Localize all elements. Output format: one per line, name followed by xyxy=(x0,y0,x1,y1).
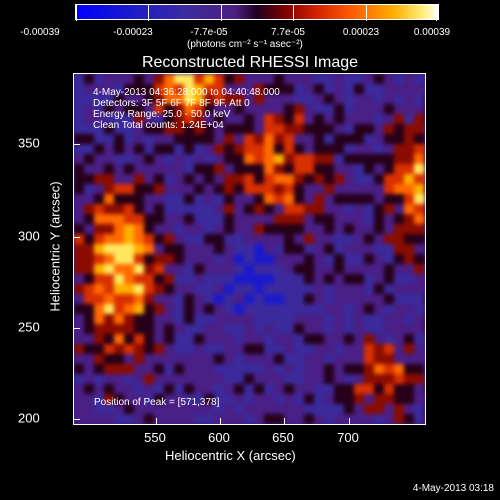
colorbar-tick-label: -0.00039 xyxy=(20,27,60,38)
colorbar xyxy=(75,4,439,21)
rhessi-heatmap xyxy=(74,74,425,424)
info-overlay: 4-May-2013 04:36:28.000 to 04:40:48.000 … xyxy=(93,87,280,131)
y-tick-250: 250 xyxy=(18,319,40,335)
info-line-energy: Energy Range: 25.0 - 50.0 keV xyxy=(93,109,231,120)
colorbar-tick-label: 0.00023 xyxy=(342,27,380,38)
x-tick-700: 700 xyxy=(337,430,359,445)
colorbar-tick-label: 0.00039 xyxy=(413,27,451,38)
y-tick-350: 350 xyxy=(18,135,40,151)
plot-title: Reconstructed RHESSI Image xyxy=(141,54,359,71)
image-plot: 4-May-2013 04:36:28.000 to 04:40:48.000 … xyxy=(73,73,426,425)
colorbar-tick-label: -0.00023 xyxy=(113,27,153,38)
colorbar-tick-label: -7.7e-05 xyxy=(190,27,228,38)
colorbar-tick-label: 7.7e-05 xyxy=(271,27,305,38)
info-line-time: 4-May-2013 04:36:28.000 to 04:40:48.000 xyxy=(93,87,280,98)
y-axis-label: Heliocentric Y (arcsec) xyxy=(47,181,63,312)
peak-position: Position of Peak = [571,378] xyxy=(94,397,220,408)
y-tick-200: 200 xyxy=(18,410,40,426)
y-tick-300: 300 xyxy=(18,228,40,244)
info-line-detectors: Detectors: 3F 5F 6F 7F 8F 9F, Att 0 xyxy=(93,98,250,109)
colorbar-units: (photons cm⁻² s⁻¹ asec⁻²) xyxy=(187,39,303,50)
info-line-clean: Clean Total counts: 1.24E+04 xyxy=(93,120,224,131)
x-axis-label: Heliocentric X (arcsec) xyxy=(165,448,296,463)
x-tick-550: 550 xyxy=(144,430,166,445)
timestamp: 4-May-2013 03:18 xyxy=(412,483,494,494)
x-tick-650: 650 xyxy=(272,430,294,445)
x-tick-600: 600 xyxy=(208,430,230,445)
